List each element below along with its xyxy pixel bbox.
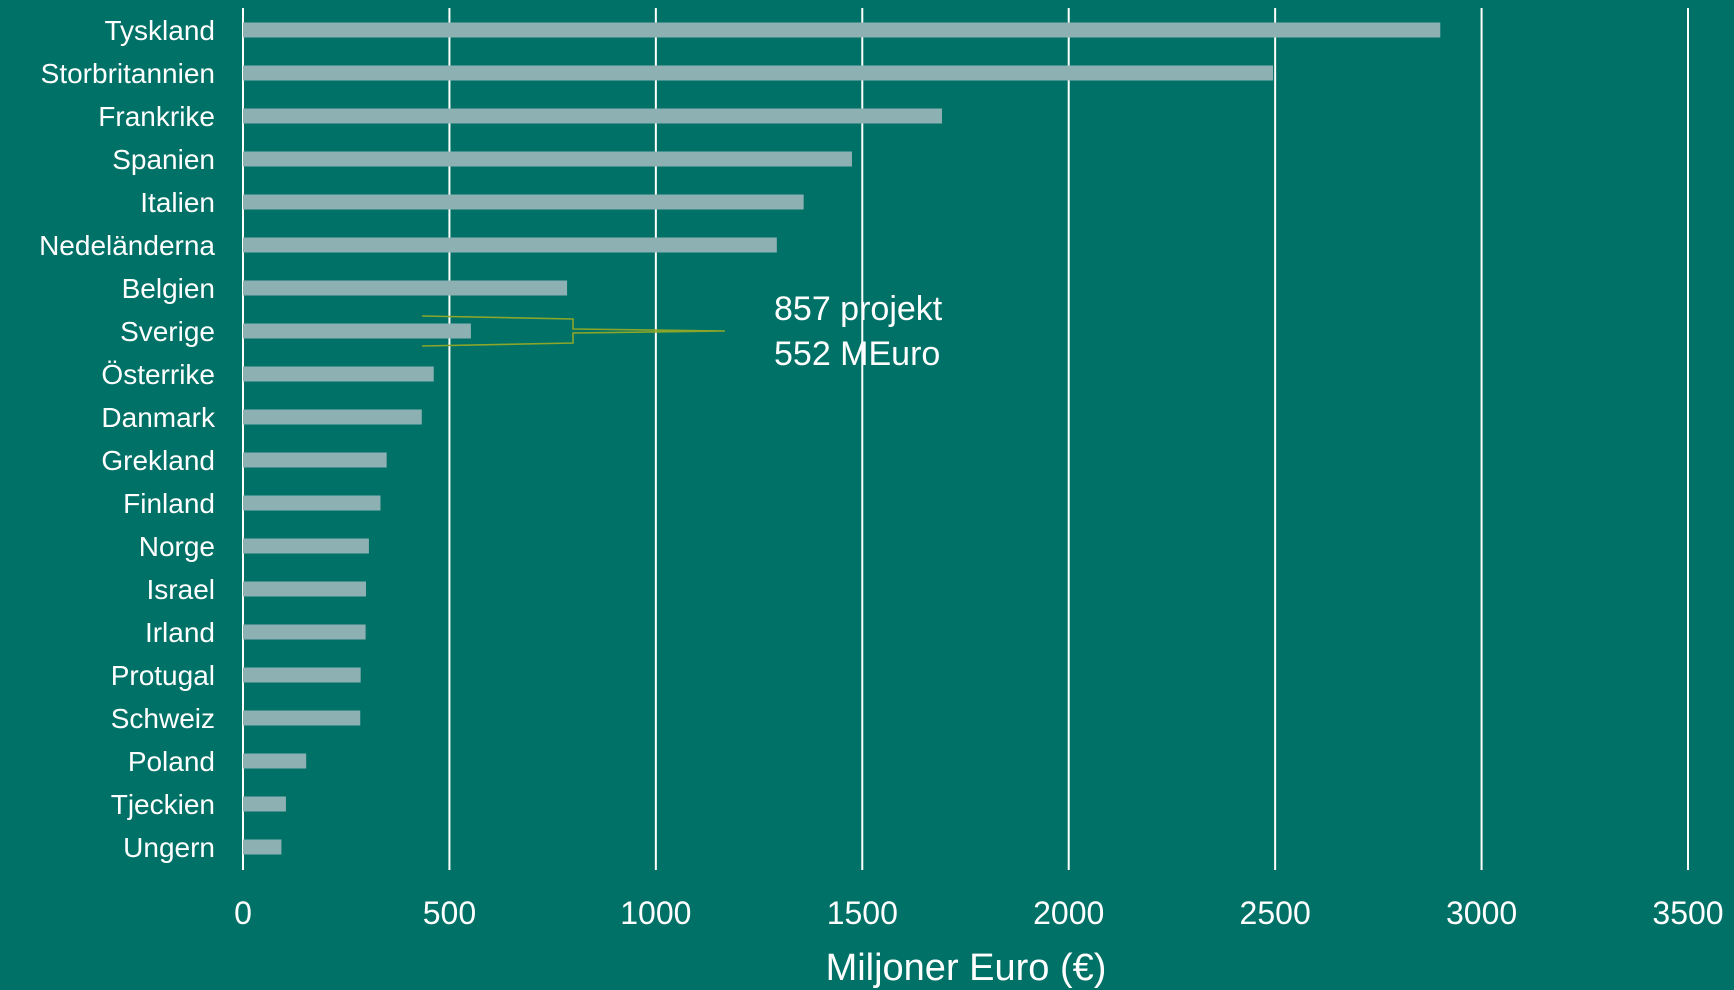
bar-1 [243, 65, 1274, 81]
category-label-14: Irland [145, 617, 215, 648]
bar-4 [243, 194, 804, 210]
bar-16 [243, 710, 361, 726]
category-label-17: Poland [128, 746, 215, 777]
x-tick-label-3000: 3000 [1446, 895, 1517, 931]
x-tick-label-3500: 3500 [1652, 895, 1723, 931]
category-label-2: Frankrike [98, 101, 215, 132]
bar-17 [243, 753, 307, 769]
bar-3 [243, 151, 852, 167]
annotation-bracket [421, 315, 726, 347]
category-label-19: Ungern [123, 832, 215, 863]
bar-5 [243, 237, 777, 253]
category-label-5: Nedeländerna [39, 230, 215, 261]
bar-7 [243, 323, 471, 339]
bar-12 [243, 538, 369, 554]
category-label-8: Österrike [101, 359, 215, 390]
category-labels: Tyskland Storbritannien Frankrike Spanien It… [39, 15, 216, 863]
bar-2 [243, 108, 942, 124]
x-tick-label-2000: 2000 [1033, 895, 1104, 931]
x-tick-labels: 0 500 1000 1500 2000 2500 3000 3500 [234, 895, 1723, 931]
x-tick-label-500: 500 [423, 895, 476, 931]
x-tick-label-1500: 1500 [827, 895, 898, 931]
annotation-line-meuro: 552 MEuro [774, 335, 940, 373]
category-label-18: Tjeckien [111, 789, 215, 820]
category-label-9: Danmark [101, 402, 216, 433]
category-label-13: Israel [147, 574, 215, 605]
category-label-12: Norge [139, 531, 215, 562]
grid-lines [242, 8, 1689, 870]
bar-13 [243, 581, 367, 597]
category-label-4: Italien [140, 187, 215, 218]
bar-10 [243, 452, 387, 468]
category-label-6: Belgien [122, 273, 215, 304]
bar-18 [243, 796, 286, 812]
bar-0 [243, 22, 1441, 38]
x-axis-label: Miljoner Euro (€) [826, 947, 1107, 989]
bars [243, 22, 1441, 855]
bar-8 [243, 366, 434, 382]
category-label-11: Finland [123, 488, 215, 519]
category-label-15: Protugal [111, 660, 215, 691]
category-label-7: Sverige [120, 316, 215, 347]
bar-19 [243, 839, 282, 855]
x-tick-label-2500: 2500 [1240, 895, 1311, 931]
category-label-16: Schweiz [111, 703, 215, 734]
annotation-line-projects: 857 projekt [774, 290, 943, 328]
bar-15 [243, 667, 361, 683]
bar-9 [243, 409, 422, 425]
category-label-0: Tyskland [105, 15, 216, 46]
category-label-10: Grekland [101, 445, 215, 476]
category-label-3: Spanien [112, 144, 215, 175]
annotation: 857 projekt 552 MEuro [421, 290, 943, 373]
x-tick-label-0: 0 [234, 895, 252, 931]
bar-14 [243, 624, 366, 640]
category-label-1: Storbritannien [41, 58, 215, 89]
bar-11 [243, 495, 381, 511]
x-tick-label-1000: 1000 [620, 895, 691, 931]
bar-6 [243, 280, 568, 296]
